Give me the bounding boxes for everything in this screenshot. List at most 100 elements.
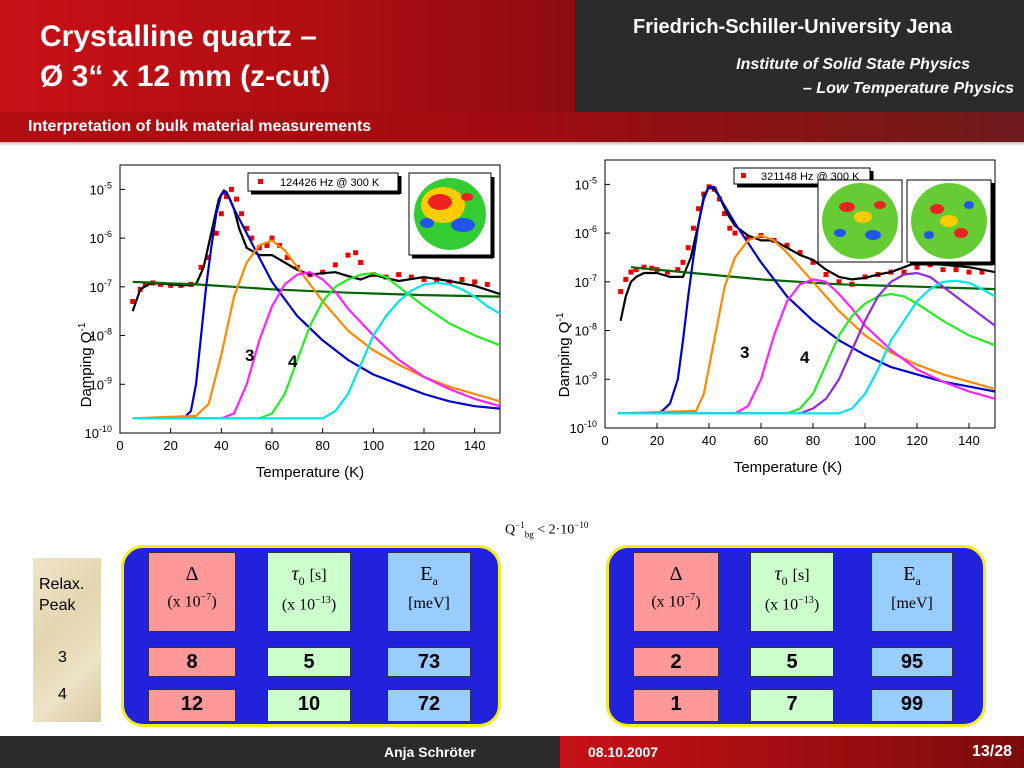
series-line-1: [619, 185, 996, 322]
y-tick-label: 10-10: [85, 424, 112, 441]
institute-line2: – Low Temperature Physics: [802, 80, 1014, 97]
y-tick-label: 10-8: [575, 322, 597, 339]
series-line-4: [617, 234, 996, 415]
series-group: [617, 184, 996, 415]
data-marker: [264, 242, 270, 248]
data-marker: [472, 279, 478, 285]
x-tick-label: 0: [601, 433, 608, 448]
data-marker: [284, 255, 290, 261]
data-marker: [732, 230, 738, 236]
data-marker: [459, 277, 465, 283]
series-line-2: [630, 266, 996, 291]
title-banner: Crystalline quartz – Ø 3“ x 12 mm (z-cut…: [0, 0, 575, 112]
data-marker: [633, 267, 639, 273]
series-line-2: [132, 280, 501, 298]
svg-text:4: 4: [800, 348, 810, 367]
y-tick-label: 10-6: [575, 224, 597, 241]
data-marker: [745, 235, 751, 241]
data-marker: [218, 211, 224, 217]
ea-header: Ea [meV]: [871, 552, 953, 632]
tau-header: τ0 [s] (x 10−13): [750, 552, 834, 632]
legend-marker: [741, 173, 746, 178]
data-marker: [213, 230, 219, 236]
data-marker: [421, 277, 427, 283]
svg-text:3: 3: [740, 343, 749, 362]
data-marker: [269, 235, 275, 241]
delta-peak4: 1: [633, 689, 719, 722]
slide-subtitle: Interpretation of bulk material measurem…: [28, 118, 372, 135]
series-line-7: [132, 281, 501, 420]
data-marker: [249, 235, 255, 241]
series-line-3: [656, 185, 996, 415]
y-axis-label: Damping Q-1: [77, 322, 95, 407]
fit-parameters-panel-left: Δ (x 10−7) τ0 [s] (x 10−13) Ea [meV] 8 5…: [121, 545, 501, 727]
ea-peak3: 73: [387, 647, 471, 677]
data-marker: [628, 269, 634, 275]
mode-shape-image: [408, 172, 495, 259]
damping-plot-right: 0 20 40 60 80 100 120 140 10-10 10-9 10-8 10-7 10-6 1…: [555, 159, 996, 476]
series-line-6: [132, 272, 501, 420]
delta-header: Δ (x 10−7): [148, 552, 236, 632]
data-marker: [680, 259, 686, 265]
slide-title-line1: Crystalline quartz –: [40, 20, 317, 53]
ea-peak4: 72: [387, 689, 471, 722]
y-axis-label: Damping Q-1: [555, 312, 573, 397]
mode-shape-image-2: [906, 179, 995, 266]
series-line-5: [618, 278, 996, 415]
data-marker: [823, 272, 829, 278]
y-tick-label: 10-9: [575, 370, 597, 387]
data-marker: [345, 252, 351, 258]
data-marker: [784, 242, 790, 248]
tau-header: τ0 [s] (x 10−13): [267, 552, 351, 632]
y-tick-label: 10-5: [575, 175, 597, 192]
data-marker: [685, 245, 691, 251]
series-line-6: [618, 292, 996, 415]
x-tick-label: 80: [806, 433, 820, 448]
data-marker: [914, 264, 920, 270]
data-marker: [979, 269, 985, 275]
data-marker: [206, 255, 212, 261]
data-marker: [722, 211, 728, 217]
peak-label-4: 4: [288, 352, 298, 371]
x-tick-label: 40: [702, 433, 716, 448]
delta-peak3: 8: [148, 647, 236, 677]
data-marker: [953, 267, 959, 273]
ea-peak4: 99: [871, 689, 953, 722]
y-tick-label: 10-5: [90, 180, 112, 197]
series-group: [130, 186, 501, 420]
peak-label-3: 3: [740, 343, 749, 362]
data-marker: [234, 196, 240, 202]
relaxation-peak-label: Relax. Peak 3 4: [33, 558, 101, 722]
data-marker: [142, 281, 148, 287]
data-marker: [727, 225, 733, 231]
page-number: 13/28: [971, 743, 1012, 760]
svg-text:4: 4: [288, 352, 298, 371]
tau-peak3: 5: [750, 647, 834, 677]
peak-label-3: 3: [245, 346, 254, 365]
x-tick-label: 20: [163, 438, 177, 453]
slide-title-line2: Ø 3“ x 12 mm (z-cut): [40, 60, 331, 93]
data-marker: [618, 289, 624, 295]
university-name: Friedrich-Schiller-University Jena: [632, 16, 952, 38]
legend-box: 124426 Hz @ 300 K: [247, 172, 402, 195]
ea-peak3: 95: [871, 647, 953, 677]
data-marker: [940, 267, 946, 273]
x-tick-label: 120: [906, 433, 928, 448]
x-tick-label: 0: [116, 438, 123, 453]
x-tick-label: 100: [854, 433, 876, 448]
data-marker: [332, 262, 338, 268]
peak-3-label: 3: [58, 649, 67, 666]
mode-shape-image-1: [817, 179, 903, 263]
x-axis-label: Temperature (K): [256, 464, 364, 481]
data-marker: [701, 191, 707, 197]
y-tick-label: 10-7: [575, 273, 597, 290]
tau-peak4: 10: [267, 689, 351, 722]
background-damping-note: Q−1bg < 2·10−10: [505, 520, 589, 540]
data-marker: [664, 269, 670, 275]
data-marker: [239, 211, 245, 217]
subtitle-bar: Interpretation of bulk material measurem…: [0, 112, 1024, 142]
presenter-name: Anja Schröter: [384, 744, 476, 760]
affiliation-banner: Friedrich-Schiller-University Jena Insti…: [575, 0, 1024, 112]
legend-marker: [258, 179, 263, 184]
data-marker: [244, 225, 250, 231]
